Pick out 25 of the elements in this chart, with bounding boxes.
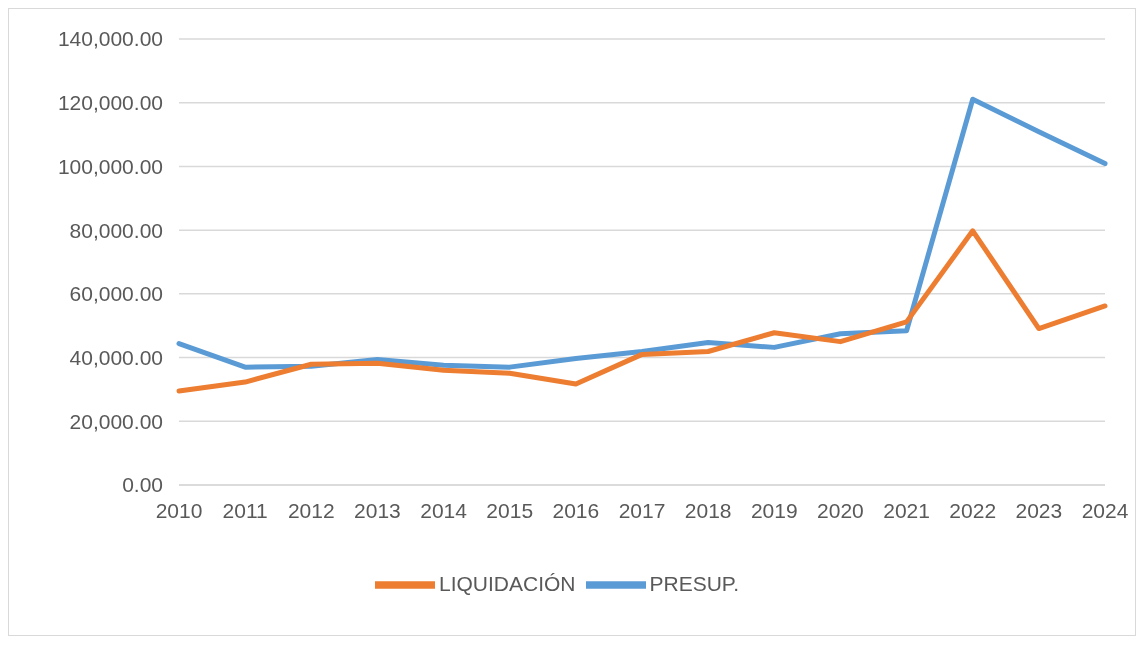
x-tick-label: 2011 [222,498,268,522]
x-tick-label: 2023 [1015,498,1063,522]
x-tick-label: 2012 [287,498,335,522]
y-tick-label: 80,000.00 [69,218,163,242]
legend-label: PRESUP. [649,571,740,595]
x-tick-label: 2014 [420,498,468,522]
y-tick-label: 0.00 [122,473,163,497]
x-tick-label: 2019 [750,498,798,522]
y-tick-label: 120,000.00 [57,91,163,115]
x-tick-label: 2016 [552,498,600,522]
x-tick-label: 2024 [1081,498,1129,522]
x-tick-label: 2010 [155,498,203,522]
y-tick-label: 60,000.00 [69,282,163,306]
y-tick-label: 140,000.00 [57,27,163,51]
x-tick-label: 2017 [618,498,666,522]
x-tick-label: 2018 [684,498,732,522]
x-tick-label: 2022 [949,498,997,522]
x-tick-label: 2015 [486,498,534,522]
x-tick-label: 2020 [817,498,864,522]
y-tick-label: 100,000.00 [57,154,163,178]
y-tick-label: 20,000.00 [69,409,163,433]
x-tick-label: 2013 [354,498,401,522]
y-tick-label: 40,000.00 [69,346,163,370]
legend-label: LIQUIDACIÓN [438,571,576,595]
x-tick-label: 2021 [883,498,930,522]
